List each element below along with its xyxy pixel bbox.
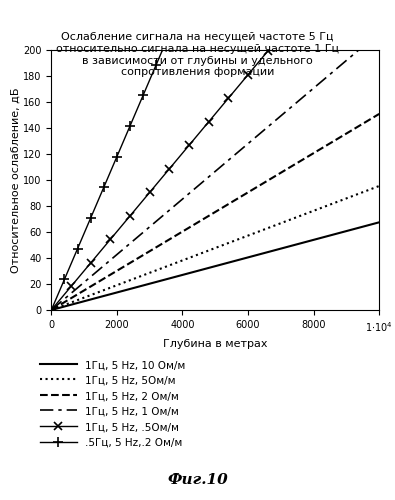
Text: Фиг.10: Фиг.10 <box>167 474 228 488</box>
X-axis label: Глубина в метрах: Глубина в метрах <box>163 339 267 349</box>
Y-axis label: Относительное ослабление, дБ: Относительное ослабление, дБ <box>10 87 21 273</box>
Legend: 1Гц, 5 Hz, 10 Ом/м, 1Гц, 5 Hz, 5Ом/м, 1Гц, 5 Hz, 2 Ом/м, 1Гц, 5 Hz, 1 Ом/м, 1Гц,: 1Гц, 5 Hz, 10 Ом/м, 1Гц, 5 Hz, 5Ом/м, 1Г… <box>40 360 185 448</box>
Text: Ослабление сигнала на несущей частоте 5 Гц
относительно сигнала на несущей часто: Ослабление сигнала на несущей частоте 5 … <box>56 32 339 78</box>
